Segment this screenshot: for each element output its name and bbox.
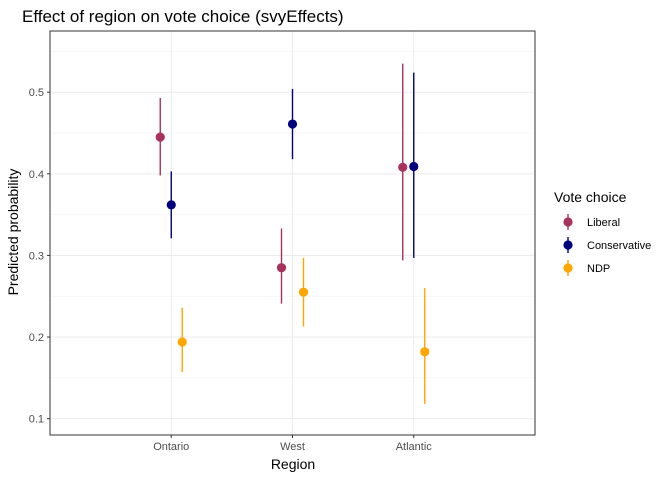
legend-key-point	[563, 217, 573, 227]
y-tick-label: 0.5	[29, 87, 44, 99]
x-tick-label: Atlantic	[396, 441, 433, 453]
point-conservative	[287, 119, 298, 129]
y-axis-title: Predicted probability	[5, 169, 21, 296]
y-tick-label: 0.4	[29, 169, 44, 181]
x-tick-label: Ontario	[153, 441, 189, 453]
x-axis-title: Region	[271, 456, 315, 472]
legend-label-conservative: Conservative	[587, 240, 651, 252]
chart-title: Effect of region on vote choice (svyEffe…	[22, 7, 344, 26]
point-conservative	[166, 200, 176, 210]
point-liberal	[276, 263, 287, 273]
legend-label-liberal: Liberal	[587, 217, 620, 229]
point-conservative	[409, 161, 419, 172]
legend: Liberal Conservative NDP	[563, 214, 651, 276]
point-liberal	[155, 132, 165, 142]
point-ndp	[298, 287, 309, 297]
plot-area: 0.1 0.2 0.3 0.4 0.5 Ontario West Atlantic	[29, 30, 536, 453]
legend-title: Vote choice	[554, 189, 627, 205]
y-tick-label: 0.2	[29, 332, 44, 344]
y-tick-label: 0.1	[29, 414, 44, 426]
point-liberal	[398, 162, 408, 172]
point-ndp	[420, 347, 430, 357]
legend-label-ndp: NDP	[587, 263, 610, 275]
y-tick-label: 0.3	[29, 250, 44, 262]
legend-key-point	[563, 263, 573, 273]
point-ndp	[177, 337, 187, 347]
legend-key-point	[563, 240, 573, 250]
x-tick-label: West	[280, 441, 305, 453]
